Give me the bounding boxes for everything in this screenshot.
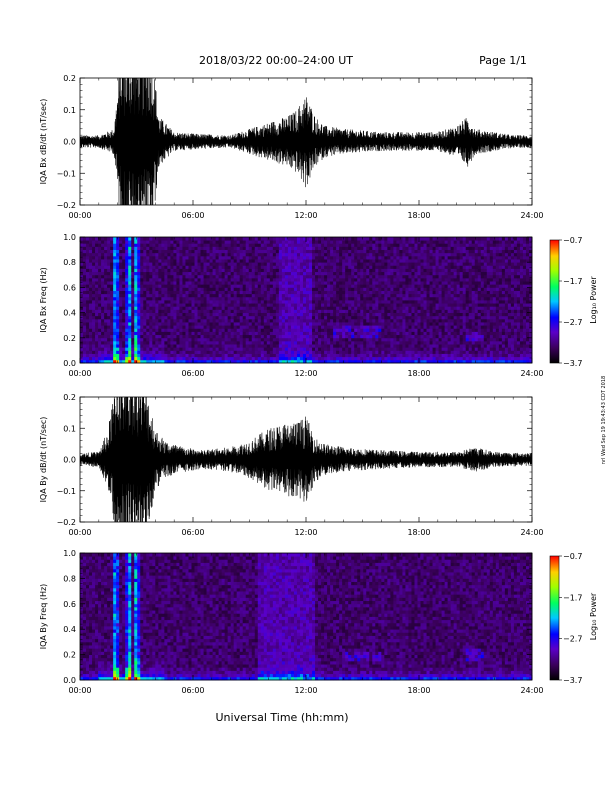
y-tick-label: 0.2 [63,393,76,402]
x-tick-label: 00:00 [68,369,91,378]
y-axis-label: IQA By dB/dt (nT/sec) [39,417,48,503]
y-tick-label: 1.0 [63,233,76,242]
x-tick-label: 12:00 [294,369,317,378]
y-tick-label: 0.6 [63,283,76,292]
colorbar-label: Log₁₀ Power [589,592,598,640]
y-tick-label: 0.0 [63,676,76,685]
x-tick-label: 18:00 [407,528,430,537]
x-tick-label: 18:00 [407,686,430,695]
colorbar-tick-label: −0.7 [563,552,582,561]
panel-4: −0.7 −1.7 −2.7 −3.7 Log₁₀ Power 00:00 06:00 12:… [39,549,598,695]
x-tick-label: 18:00 [407,211,430,220]
x-tick-label: 24:00 [520,528,543,537]
y-tick-label: −0.1 [57,487,76,496]
colorbar [550,240,559,363]
x-tick-label: 24:00 [520,211,543,220]
x-tick-label: 12:00 [294,211,317,220]
y-tick-label: 0.6 [63,600,76,609]
x-tick-label: 06:00 [181,528,204,537]
panel-2: −0.7 −1.7 −2.7 −3.7 Log₁₀ Power 00:00 06:00 12:… [39,233,598,378]
x-tick-label: 00:00 [68,528,91,537]
header-page-number: Page 1/1 [479,54,527,67]
y-tick-label: −0.1 [57,169,76,178]
y-tick-label: 0.2 [63,334,76,343]
colorbar-tick-label: −3.7 [563,359,582,368]
y-tick-label: 0.4 [63,309,76,318]
y-tick-label: 0.8 [63,258,76,267]
y-tick-label: 0.0 [63,456,76,465]
x-tick-label: 06:00 [181,369,204,378]
x-tick-label: 24:00 [520,686,543,695]
y-tick-label: 0.0 [63,138,76,147]
y-tick-label: −0.2 [57,518,76,527]
y-tick-label: 0.2 [63,74,76,83]
y-tick-label: 0.1 [63,424,76,433]
y-tick-label: 0.0 [63,359,76,368]
colorbar-tick-label: −1.7 [563,277,582,286]
y-tick-label: 1.0 [63,549,76,558]
x-tick-label: 12:00 [294,686,317,695]
colorbar-tick-label: −0.7 [563,236,582,245]
panel-1: 00:00 06:00 12:00 18:00 24:00 0.2 0.1 0.0 −0.1 −0… [39,47,544,236]
spectrogram-cells [80,553,532,680]
x-tick-label: 06:00 [181,686,204,695]
panel-3: 00:00 06:00 12:00 18:00 24:00 0.2 0.1 0.0 −0.1 −0… [39,370,544,552]
spectrogram-cells [80,237,532,363]
x-tick-label: 18:00 [407,369,430,378]
colorbar-label: Log₁₀ Power [589,276,598,324]
panels: 00:00 06:00 12:00 18:00 24:00 0.2 0.1 0.0 −0.1 −0… [39,47,598,695]
y-axis-label: IQA Bx dB/dt (nT/sec) [39,99,48,185]
colorbar-tick-label: −3.7 [563,676,582,685]
y-axis-label: IQA By Freq (Hz) [39,584,48,650]
timestamp-stamp: nrl Wed Sep 19 19:43:43 CDT 2018 [601,376,607,464]
colorbar-tick-label: −2.7 [563,318,582,327]
x-tick-label: 24:00 [520,369,543,378]
y-tick-label: 0.2 [63,651,76,660]
y-tick-label: 0.1 [63,106,76,115]
x-tick-label: 00:00 [68,686,91,695]
y-tick-label: 0.8 [63,574,76,583]
colorbar-tick-label: −2.7 [563,635,582,644]
header-date-range: 2018/03/22 00:00–24:00 UT [199,54,353,67]
x-axis-title: Universal Time (hh:mm) [216,711,349,724]
y-tick-label: 0.4 [63,625,76,634]
waveform-series [80,47,532,236]
y-axis-label: IQA Bx Freq (Hz) [39,267,48,333]
y-tick-label: −0.2 [57,201,76,210]
x-tick-label: 12:00 [294,528,317,537]
x-tick-label: 00:00 [68,211,91,220]
colorbar-tick-label: −1.7 [563,593,582,602]
colorbar [550,556,559,680]
x-tick-label: 06:00 [181,211,204,220]
